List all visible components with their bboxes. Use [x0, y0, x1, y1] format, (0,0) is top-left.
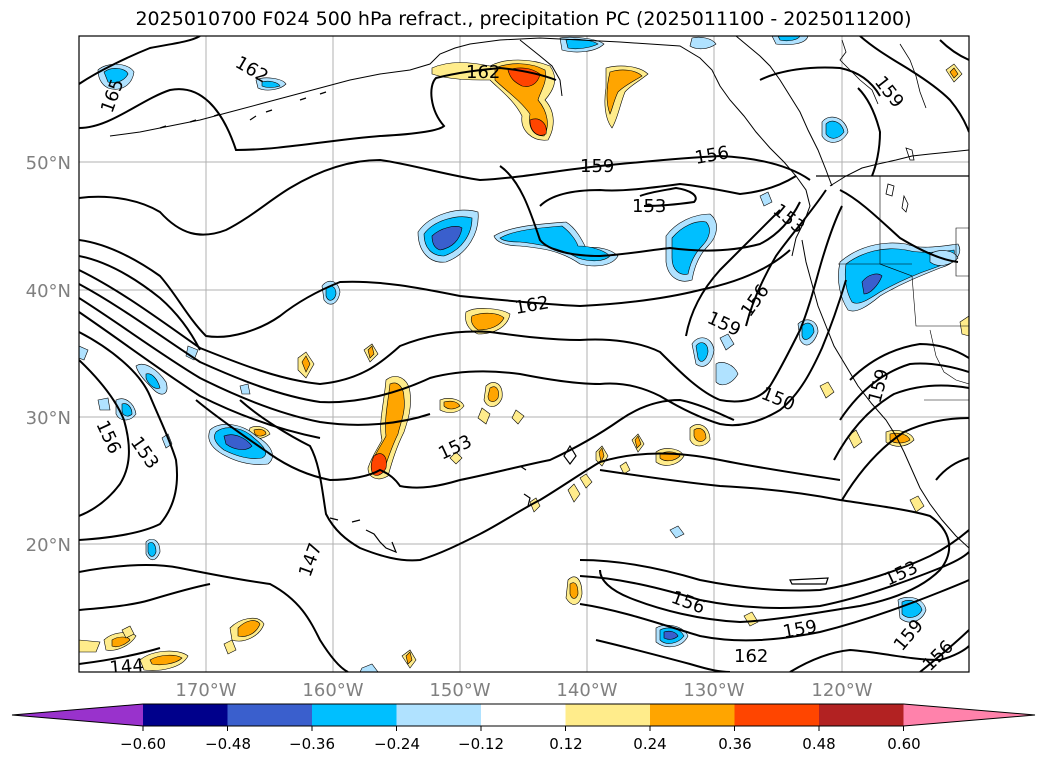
colorbar — [11, 703, 1036, 731]
precip-negative-areas — [79, 36, 960, 672]
colorbar-tick-label: 0.12 — [549, 735, 582, 753]
graticule — [79, 36, 969, 672]
lat-label: 30°N — [26, 408, 71, 429]
colorbar-extend-low — [12, 704, 143, 726]
contour-label: 153 — [632, 196, 666, 217]
lon-labels: 170°W 160°W 150°W 140°W 130°W 120°W — [175, 680, 872, 701]
colorbar-segment — [819, 704, 904, 726]
colorbar-tick-label: 0.36 — [718, 735, 751, 753]
colorbar-tick-label: 0.24 — [633, 735, 666, 753]
colorbar-tick-label: −0.36 — [289, 735, 335, 753]
colorbar-segment — [734, 704, 820, 726]
coastlines — [109, 36, 969, 585]
colorbar-segment — [565, 704, 651, 726]
lon-label: 120°W — [811, 680, 872, 701]
lat-label: 20°N — [26, 535, 71, 556]
contour-label: 162 — [466, 62, 500, 83]
colorbar-segment — [312, 704, 397, 726]
precip-positive-areas — [79, 59, 969, 671]
colorbar-tick-label: −0.24 — [374, 735, 420, 753]
lon-label: 150°W — [429, 680, 490, 701]
lon-label: 140°W — [556, 680, 617, 701]
colorbar-segment — [481, 704, 566, 726]
contour-label: 162 — [734, 646, 768, 667]
colorbar-tick-label: 0.60 — [887, 735, 920, 753]
lat-labels: 50°N 40°N 30°N 20°N — [26, 153, 71, 556]
colorbar-segment — [227, 704, 313, 726]
lon-label: 130°W — [683, 680, 744, 701]
lat-label: 40°N — [26, 281, 71, 302]
colorbar-tick-label: 0.48 — [802, 735, 835, 753]
lon-label: 170°W — [175, 680, 236, 701]
colorbar-segment — [143, 704, 228, 726]
map-frame — [78, 35, 970, 673]
colorbar-segment — [396, 704, 482, 726]
colorbar-tick-label: −0.48 — [205, 735, 251, 753]
contour-label: 144 — [109, 655, 145, 679]
refractivity-contours — [79, 36, 969, 672]
colorbar-tick-label: −0.12 — [458, 735, 504, 753]
colorbar-segment — [650, 704, 735, 726]
lon-label: 160°W — [302, 680, 363, 701]
colorbar-tick-label: −0.60 — [120, 735, 166, 753]
map-title: 2025010700 F024 500 hPa refract., precip… — [135, 8, 912, 30]
colorbar-extend-high — [903, 704, 1035, 726]
contour-label: 159 — [580, 156, 614, 177]
colorbar-labels: −0.60 −0.48 −0.36 −0.24 −0.12 0.12 0.24 … — [120, 735, 921, 753]
lat-label: 50°N — [26, 153, 71, 174]
map-area — [79, 36, 969, 672]
